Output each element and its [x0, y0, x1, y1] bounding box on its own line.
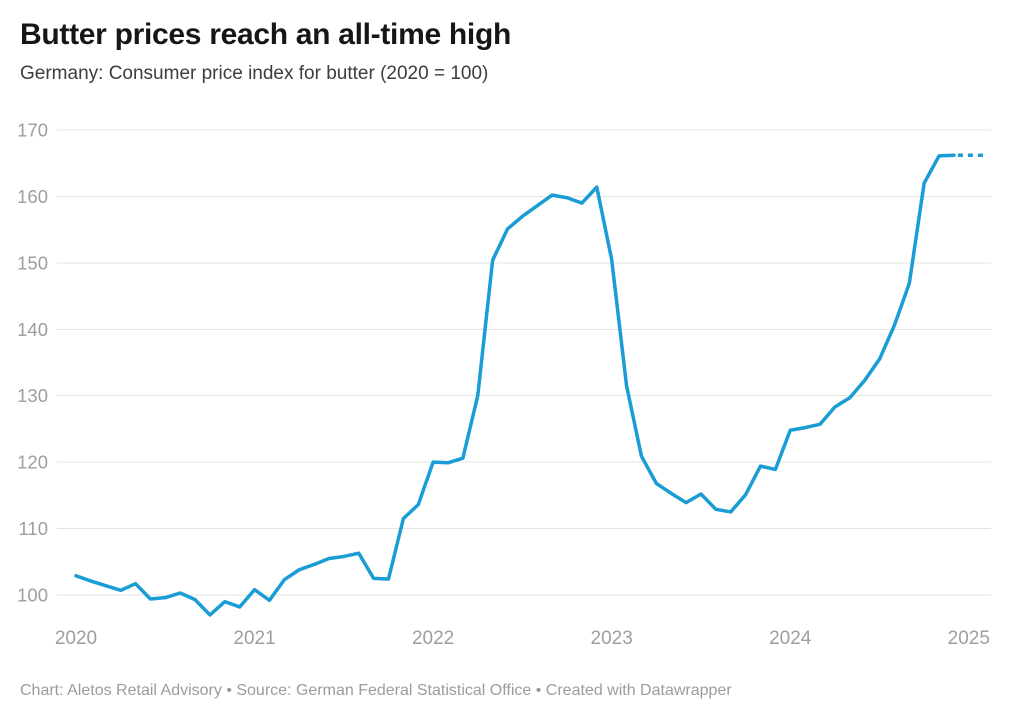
y-tick-label: 150 [17, 252, 48, 273]
y-tick-label: 110 [19, 518, 49, 539]
y-tick-label: 140 [17, 319, 48, 340]
y-tick-label: 160 [17, 186, 48, 207]
x-tick-label: 2025 [948, 628, 990, 649]
chart-subtitle: Germany: Consumer price index for butter… [20, 63, 489, 84]
chart-footer: Chart: Aletos Retail Advisory • Source: … [20, 682, 732, 699]
y-tick-label: 170 [17, 119, 48, 140]
x-tick-label: 2021 [233, 628, 275, 649]
x-tick-label: 2023 [591, 628, 633, 649]
x-tick-label: 2022 [412, 628, 454, 649]
x-tick-label: 2020 [55, 628, 97, 649]
x-tick-label: 2024 [769, 628, 812, 649]
chart-title: Butter prices reach an all-time high [20, 18, 511, 51]
y-tick-label: 100 [17, 584, 48, 605]
y-tick-label: 130 [17, 385, 48, 406]
y-tick-label: 120 [17, 452, 48, 473]
price-line [74, 153, 956, 617]
